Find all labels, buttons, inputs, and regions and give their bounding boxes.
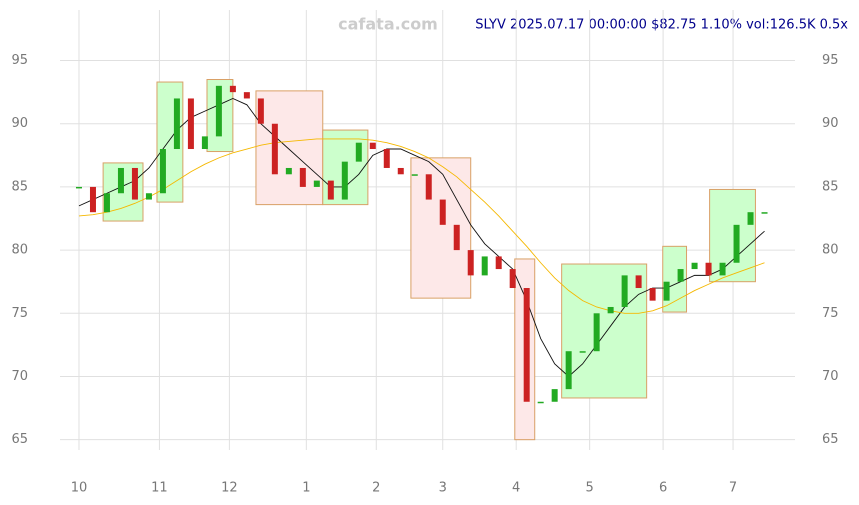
candle	[341, 161, 348, 200]
range-box	[561, 263, 648, 399]
x-tick-label: 10	[71, 481, 88, 496]
x-tick-label: 3	[439, 481, 447, 496]
candle	[607, 306, 614, 314]
candle	[131, 167, 138, 200]
candle	[691, 262, 698, 270]
watermark: cafata.com	[338, 15, 438, 34]
range-box	[255, 90, 324, 206]
candle	[635, 275, 642, 289]
candle	[649, 288, 656, 301]
candle	[355, 142, 362, 162]
candle	[117, 167, 124, 194]
y-tick-label-right: 90	[822, 116, 839, 131]
candle	[523, 288, 530, 402]
candle	[271, 123, 278, 175]
x-tick-label: 11	[151, 481, 168, 496]
candle	[551, 389, 558, 402]
candle	[159, 149, 166, 194]
x-tick-label: 2	[372, 481, 380, 496]
x-tick-label: 1	[302, 481, 310, 496]
candle	[733, 224, 740, 263]
candle	[565, 351, 572, 390]
candle	[299, 167, 306, 187]
y-tick-label: 90	[11, 116, 28, 131]
chart-title: SLYV 2025.07.17 00:00:00 $82.75 1.10% vo…	[475, 18, 848, 33]
candle	[397, 167, 404, 175]
candle	[537, 401, 544, 404]
candle	[593, 313, 600, 352]
y-tick-label: 65	[11, 432, 28, 447]
candle	[187, 98, 194, 150]
y-tick-label: 85	[11, 179, 28, 194]
candle	[579, 351, 586, 353]
candle	[89, 186, 96, 213]
x-tick-label: 5	[586, 481, 594, 496]
candle	[621, 275, 628, 307]
y-tick-label: 70	[11, 369, 28, 384]
candle	[663, 281, 670, 301]
y-tick-label-right: 75	[822, 306, 839, 321]
y-tick-label-right: 95	[822, 53, 839, 68]
y-tick-label-right: 85	[822, 179, 839, 194]
candle	[453, 224, 460, 251]
y-tick-label: 95	[11, 53, 28, 68]
indicator-line	[78, 138, 765, 314]
y-tick-label-right: 70	[822, 369, 839, 384]
candle	[229, 85, 236, 93]
candle	[201, 136, 208, 150]
candle	[467, 250, 474, 276]
candle	[327, 180, 334, 200]
candle	[509, 269, 516, 289]
candle	[719, 262, 726, 276]
y-tick-label-right: 80	[822, 243, 839, 258]
candle	[75, 186, 82, 189]
candle	[215, 85, 222, 137]
candle	[747, 212, 754, 225]
candle	[677, 269, 684, 282]
candle	[383, 149, 390, 168]
x-tick-label: 7	[729, 481, 737, 496]
candle	[481, 256, 488, 276]
candle	[705, 262, 712, 276]
candle	[313, 180, 320, 187]
candle	[369, 142, 376, 150]
range-box	[410, 157, 472, 299]
y-tick-label: 80	[11, 243, 28, 258]
y-tick-label: 75	[11, 306, 28, 321]
candle	[761, 212, 768, 214]
range-box	[709, 188, 756, 283]
x-tick-label: 12	[221, 481, 238, 496]
candle	[439, 199, 446, 225]
candle	[285, 167, 292, 175]
candle	[495, 256, 502, 270]
x-tick-label: 4	[512, 481, 520, 496]
y-tick-label-right: 65	[822, 432, 839, 447]
x-tick-label: 6	[659, 481, 667, 496]
candle	[103, 193, 110, 213]
candle	[257, 98, 264, 124]
candle	[411, 174, 418, 176]
candle	[173, 98, 180, 150]
candle	[243, 92, 250, 99]
candle	[145, 193, 152, 200]
candle	[425, 174, 432, 200]
